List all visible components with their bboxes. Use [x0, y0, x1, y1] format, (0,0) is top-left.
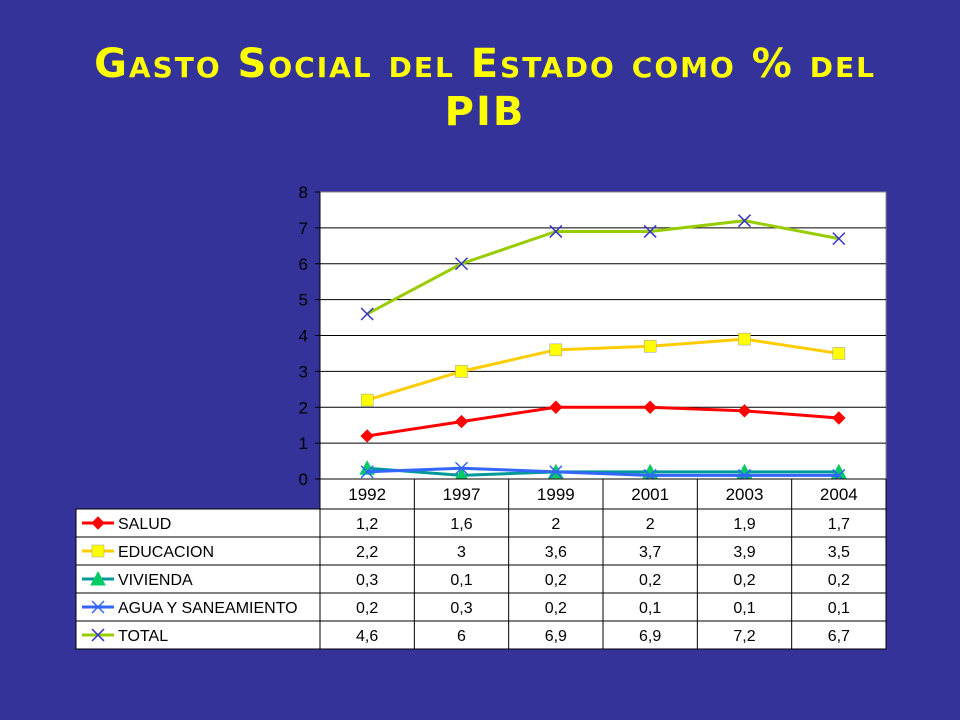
series-line — [367, 466, 839, 477]
data-label: 6,7 — [828, 628, 850, 645]
data-point — [91, 516, 105, 530]
legend-entry: TOTAL — [118, 628, 168, 645]
data-label: 0,2 — [828, 572, 850, 589]
legend-entry: VIVIENDA — [118, 572, 193, 589]
data-label: 0,2 — [356, 600, 378, 617]
y-tick-label: 8 — [299, 183, 308, 202]
legend-entry: EDUCACION — [118, 544, 214, 561]
data-point — [738, 332, 751, 346]
data-label: 2 — [646, 516, 655, 533]
x-tick-label: 1997 — [443, 485, 481, 504]
data-label: 0,2 — [545, 572, 567, 589]
legend-entry: SALUD — [118, 516, 171, 533]
data-label: 0,1 — [450, 572, 472, 589]
data-point — [454, 257, 469, 271]
table-border — [75, 508, 887, 650]
x-tick-label: 2001 — [631, 485, 669, 504]
data-label: 3,6 — [545, 544, 567, 561]
y-tick-label: 6 — [299, 255, 308, 274]
data-label: 1,9 — [733, 516, 755, 533]
data-label: 0,3 — [450, 600, 472, 617]
data-point — [549, 465, 563, 479]
data-point — [549, 224, 563, 238]
table-body-background — [76, 509, 886, 649]
data-label: 3,7 — [639, 544, 661, 561]
y-tick-label: 7 — [299, 219, 308, 238]
y-tick-label: 3 — [299, 362, 308, 381]
data-label: 1,2 — [356, 516, 378, 533]
data-point — [832, 411, 846, 425]
y-tick-label: 4 — [299, 327, 308, 346]
data-point — [643, 400, 657, 414]
data-label: 7,2 — [733, 628, 755, 645]
x-tick-label: 1999 — [537, 485, 575, 504]
data-point — [832, 347, 846, 360]
data-point — [737, 404, 752, 418]
data-point — [455, 365, 468, 378]
series-line — [366, 219, 840, 316]
data-label: 1,7 — [828, 516, 850, 533]
data-label: 6,9 — [545, 628, 567, 645]
data-label: 6,9 — [639, 628, 661, 645]
data-label: 0,1 — [733, 600, 755, 617]
y-tick-label: 1 — [299, 434, 308, 453]
data-point — [643, 340, 657, 353]
y-tick-label: 0 — [299, 470, 308, 489]
data-point — [360, 307, 374, 321]
data-point — [360, 465, 374, 479]
data-label: 6 — [457, 628, 466, 645]
data-point — [643, 224, 657, 238]
x-tick-label: 1992 — [348, 485, 386, 504]
data-point — [832, 232, 846, 246]
y-tick-label: 2 — [299, 398, 308, 417]
slide-title: Gasto Social del Estado como % del PIB — [94, 41, 876, 135]
data-point — [549, 343, 563, 357]
data-point — [360, 393, 374, 407]
x-tick-label: 2003 — [726, 485, 764, 504]
data-label: 0,3 — [356, 572, 378, 589]
data-point — [737, 214, 752, 228]
data-point — [91, 544, 105, 558]
data-label: 4,6 — [356, 628, 378, 645]
data-point — [454, 461, 469, 475]
data-point — [360, 429, 374, 443]
series-educacion — [360, 332, 846, 407]
data-label: 2 — [551, 516, 560, 533]
data-label: 0,2 — [545, 600, 567, 617]
series-salud — [360, 400, 846, 443]
data-label: 3 — [457, 544, 466, 561]
data-label: 0,2 — [733, 572, 755, 589]
series-line — [366, 405, 839, 438]
data-point — [91, 600, 105, 614]
data-label: 3,5 — [828, 544, 850, 561]
legend-entry: AGUA Y SANEAMIENTO — [118, 600, 298, 617]
data-point — [454, 414, 469, 429]
data-label: 3,9 — [733, 544, 755, 561]
data-label: 0,2 — [639, 572, 661, 589]
y-tick-label: 5 — [299, 291, 308, 310]
data-label: 2,2 — [356, 544, 378, 561]
data-label: 1,6 — [450, 516, 472, 533]
data-point — [91, 628, 105, 642]
data-label: 0,1 — [639, 600, 661, 617]
series-total — [360, 214, 846, 321]
series-line — [366, 337, 840, 402]
plot-area: 0 1 2 3 4 5 6 7 8 — [299, 183, 887, 489]
x-tick-label: 2004 — [820, 485, 858, 504]
data-label: 0,1 — [828, 600, 850, 617]
data-point — [549, 400, 563, 414]
data-table: 1992 1997 1999 2001 2003 2004 SALUD 1,2 1,6 2 2 1,9… — [75, 478, 887, 650]
data-point — [90, 570, 106, 586]
series-line — [367, 466, 839, 477]
